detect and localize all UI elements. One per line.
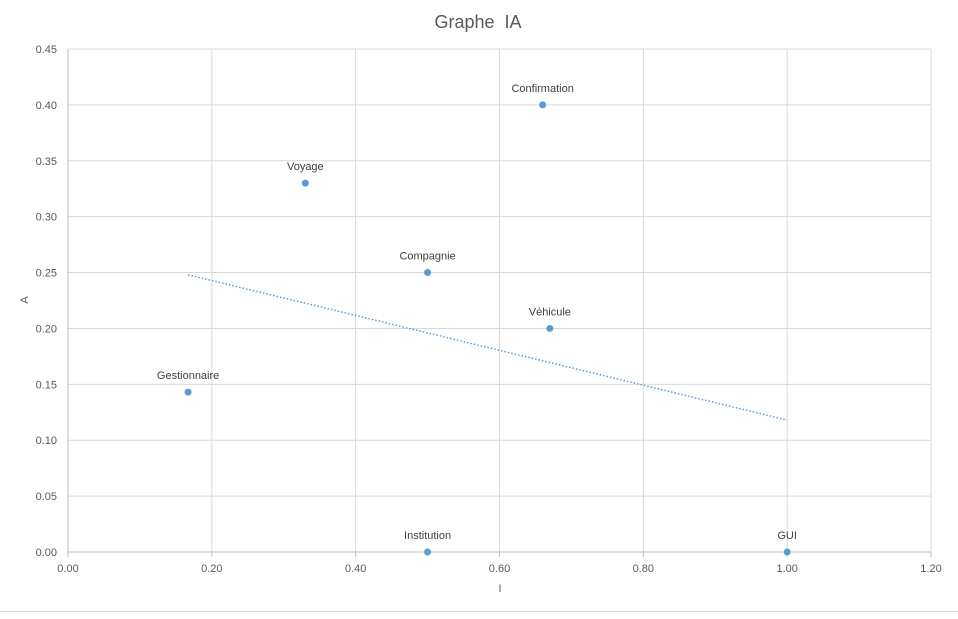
frame-bottom-border — [0, 611, 958, 612]
data-point — [546, 324, 554, 332]
trendline — [187, 274, 788, 421]
data-point — [184, 388, 192, 396]
data-label: Compagnie — [399, 251, 455, 263]
gridlines — [68, 48, 932, 552]
data-point — [539, 101, 547, 109]
y-tick-label: 0.10 — [36, 435, 57, 447]
x-tick-label: 0.60 — [489, 563, 510, 575]
data-label: Véhicule — [529, 306, 571, 318]
data-point — [301, 179, 309, 187]
y-tick-label: 0.05 — [36, 491, 57, 503]
y-tick-label: 0.45 — [36, 44, 57, 56]
axes: 0.00 0.05 0.10 0.15 0.20 0.25 0.30 0.35 0.40 0.45… — [36, 44, 942, 575]
x-tick-label: 1.20 — [920, 563, 941, 575]
y-axis-label: A — [19, 296, 31, 304]
y-tick-label: 0.40 — [36, 100, 57, 112]
data-points — [184, 101, 791, 556]
y-tick-label: 0.00 — [36, 547, 57, 559]
y-tick-label: 0.35 — [36, 156, 57, 168]
y-tick-label: 0.15 — [36, 379, 57, 391]
trendline-group — [187, 274, 788, 421]
y-tick-label: 0.20 — [36, 323, 57, 335]
data-label: Gestionnaire — [157, 370, 219, 382]
x-tick-label: 0.00 — [57, 563, 78, 575]
data-label: GUI — [777, 530, 797, 542]
data-label: Confirmation — [511, 83, 573, 95]
data-labels: Confirmation Voyage Compagnie Véhicule Gesti… — [157, 83, 797, 542]
x-tick-label: 0.80 — [633, 563, 654, 575]
data-label: Voyage — [287, 161, 324, 173]
x-tick-label: 0.40 — [345, 563, 366, 575]
chart-title: Graphe IA — [434, 12, 521, 32]
x-axis-label: I — [498, 583, 501, 595]
data-point — [424, 269, 432, 277]
y-tick-label: 0.25 — [36, 268, 57, 280]
x-tick-label: 0.20 — [201, 563, 222, 575]
data-point — [783, 548, 791, 556]
data-point — [424, 548, 432, 556]
data-label: Institution — [404, 530, 451, 542]
x-tick-label: 1.00 — [776, 563, 797, 575]
y-tick-label: 0.30 — [36, 212, 57, 224]
